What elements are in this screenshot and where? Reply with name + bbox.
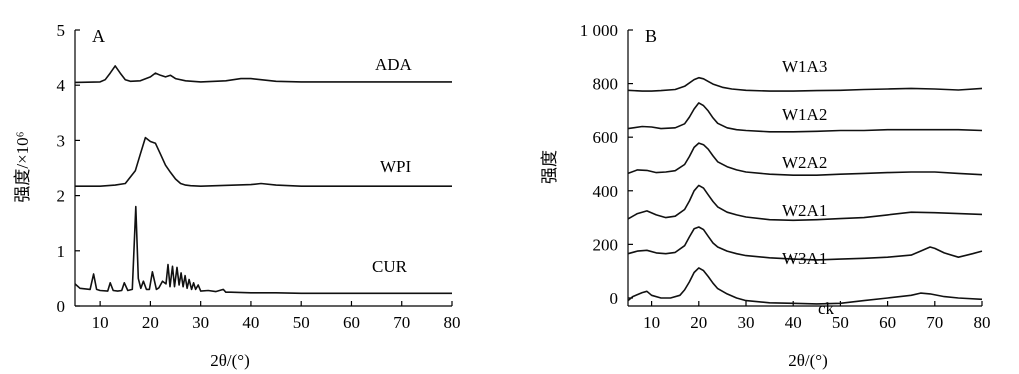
y-tick-label: 1 <box>57 242 66 261</box>
x-tick-label: 50 <box>832 313 849 332</box>
x-tick-label: 70 <box>393 313 410 332</box>
series-label-w2a2: W2A2 <box>782 153 827 172</box>
panel-a-x-axis-label: 2θ/(°) <box>210 351 250 370</box>
series-line-w1a2 <box>627 102 983 133</box>
panel-b-x-axis-label: 2θ/(°) <box>788 351 828 370</box>
panel-a-chart: A 2θ/(°) 强度/×10⁶ 10 20 30 40 50 60 70 80012345 … <box>13 21 461 370</box>
x-tick-label: 30 <box>192 313 209 332</box>
series-label-w3a1: W3A1 <box>782 249 827 268</box>
y-tick-label: 0 <box>57 297 66 316</box>
x-tick-label: 30 <box>738 313 755 332</box>
series-line-wpi <box>75 136 452 187</box>
x-tick-label: 80 <box>444 313 461 332</box>
y-tick-label: 400 <box>593 182 619 201</box>
series-line-ada <box>74 65 452 84</box>
x-tick-label: 60 <box>879 313 896 332</box>
series-label-w1a3: W1A3 <box>782 57 827 76</box>
series-label-wpi: WPI <box>380 157 412 176</box>
y-tick-label: 5 <box>57 21 66 40</box>
panel-b-chart: B 2θ/(°) 强度 10 20 30 40 50 60 70 80020040060080… <box>540 21 991 370</box>
y-tick-label: 0 <box>610 289 619 308</box>
series-line-w2a1 <box>627 184 983 222</box>
series-label-w1a2: W1A2 <box>782 105 827 124</box>
y-tick-label: 800 <box>593 75 619 94</box>
y-tick-label: 1 000 <box>580 21 618 40</box>
x-tick-label: 60 <box>343 313 360 332</box>
panel-b-y-axis-label: 强度 <box>540 150 559 184</box>
series-label-ada: ADA <box>375 55 413 74</box>
panel-a-label: A <box>92 26 105 46</box>
series-label-w2a1: W2A1 <box>782 201 827 220</box>
series-line-w3a1 <box>627 226 983 261</box>
x-tick-label: 80 <box>974 313 991 332</box>
y-tick-label: 4 <box>57 76 66 95</box>
x-tick-label: 50 <box>293 313 310 332</box>
x-tick-label: 10 <box>92 313 109 332</box>
series-line-w2a2 <box>627 142 983 176</box>
y-tick-label: 3 <box>57 131 66 150</box>
panel-b-label: B <box>645 26 657 46</box>
x-tick-label: 20 <box>142 313 159 332</box>
y-tick-label: 2 <box>57 187 66 206</box>
x-tick-label: 40 <box>242 313 259 332</box>
x-tick-label: 10 <box>643 313 660 332</box>
x-tick-label: 40 <box>785 313 802 332</box>
x-tick-label: 70 <box>926 313 943 332</box>
y-tick-label: 600 <box>593 128 619 147</box>
series-line-cur <box>74 205 452 295</box>
panel-a-y-axis-label: 强度/×10⁶ <box>13 131 32 202</box>
series-line-w1a3 <box>627 76 983 92</box>
y-tick-label: 200 <box>593 235 619 254</box>
series-label-ck: ck <box>818 299 835 318</box>
x-tick-label: 20 <box>690 313 707 332</box>
series-label-cur: CUR <box>372 257 408 276</box>
series-line-ck <box>627 267 983 305</box>
